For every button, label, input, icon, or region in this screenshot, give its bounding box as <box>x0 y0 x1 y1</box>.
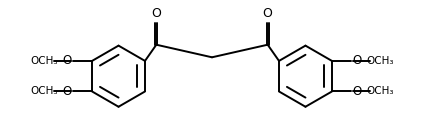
Text: O: O <box>63 54 72 67</box>
Text: O: O <box>352 54 361 67</box>
Text: O: O <box>263 7 273 20</box>
Text: O: O <box>63 85 72 98</box>
Text: OCH₃: OCH₃ <box>366 87 393 96</box>
Text: OCH₃: OCH₃ <box>31 56 58 66</box>
Text: O: O <box>151 7 161 20</box>
Text: OCH₃: OCH₃ <box>31 87 58 96</box>
Text: O: O <box>352 85 361 98</box>
Text: OCH₃: OCH₃ <box>366 56 393 66</box>
